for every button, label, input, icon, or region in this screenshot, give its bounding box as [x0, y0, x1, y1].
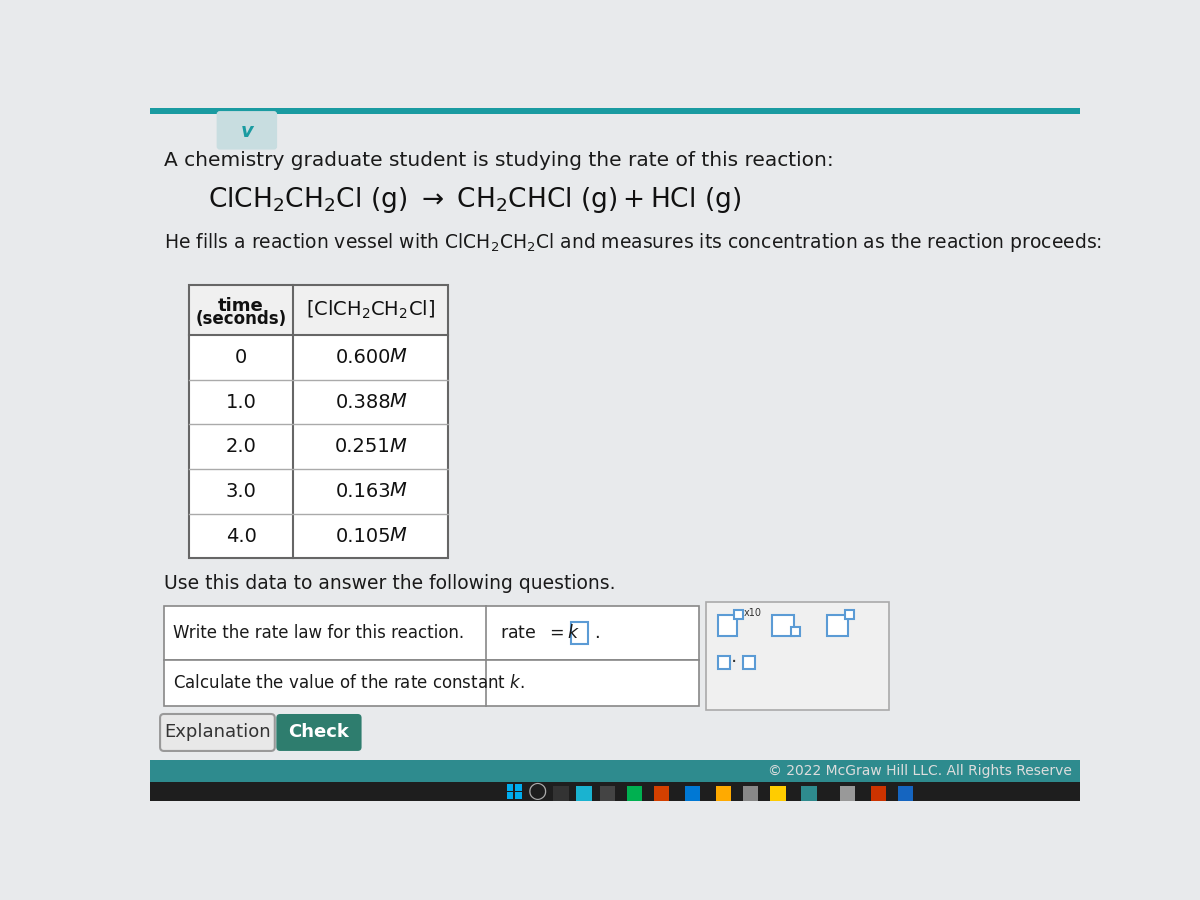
Text: 0.600: 0.600 [336, 348, 391, 367]
Text: $\left[\mathrm{ClCH_2CH_2Cl}\right]$: $\left[\mathrm{ClCH_2CH_2Cl}\right]$ [306, 299, 436, 321]
Text: $M$: $M$ [389, 527, 407, 545]
Bar [827, 615, 848, 636]
Bar [715, 787, 731, 802]
Bar [188, 285, 449, 558]
Bar [654, 787, 670, 802]
Text: Use this data to answer the following questions.: Use this data to answer the following qu… [164, 573, 616, 592]
Text: 4.0: 4.0 [226, 526, 257, 545]
Text: (seconds): (seconds) [196, 310, 287, 328]
Bar [188, 285, 449, 335]
Bar [733, 610, 743, 619]
Text: Check: Check [288, 724, 349, 742]
Text: 3.0: 3.0 [226, 482, 257, 501]
Bar [515, 792, 522, 799]
Bar [718, 615, 737, 636]
Text: 0.105: 0.105 [335, 526, 391, 545]
Bar [743, 656, 755, 669]
FancyBboxPatch shape [160, 714, 275, 751]
Text: 2.0: 2.0 [226, 437, 257, 456]
Bar [898, 787, 913, 802]
Bar [150, 782, 1080, 801]
Bar [553, 787, 569, 802]
Text: 0: 0 [235, 348, 247, 367]
Text: Calculate the value of the rate constant $k$.: Calculate the value of the rate constant… [173, 674, 526, 692]
Text: $M$: $M$ [389, 348, 407, 366]
Bar [576, 787, 592, 802]
Bar [791, 627, 800, 636]
Bar [743, 787, 758, 802]
Text: © 2022 McGraw Hill LLC. All Rights Reserve: © 2022 McGraw Hill LLC. All Rights Reser… [768, 764, 1073, 778]
Text: ·: · [731, 652, 737, 672]
Bar [773, 615, 794, 636]
Text: Explanation: Explanation [164, 724, 271, 742]
Bar [150, 760, 1080, 782]
Text: 0.163: 0.163 [335, 482, 391, 501]
Bar [164, 607, 698, 660]
Text: x10: x10 [744, 608, 762, 618]
Text: 0.388: 0.388 [335, 392, 391, 411]
Bar [188, 285, 449, 558]
Bar [707, 602, 888, 710]
Text: rate  $= k\ $: rate $= k\ $ [499, 624, 580, 642]
FancyBboxPatch shape [217, 111, 277, 149]
Text: time: time [218, 296, 264, 314]
Bar [571, 623, 588, 644]
Text: 0.251: 0.251 [335, 437, 391, 456]
Bar [802, 787, 816, 802]
Bar [685, 787, 701, 802]
Text: A chemistry graduate student is studying the rate of this reaction:: A chemistry graduate student is studying… [164, 151, 834, 170]
Bar [845, 610, 854, 619]
FancyBboxPatch shape [276, 714, 361, 751]
Bar [150, 108, 1080, 114]
Text: He fills a reaction vessel with $\mathrm{ClCH_2CH_2Cl}$ and measures its concent: He fills a reaction vessel with $\mathrm… [164, 231, 1102, 254]
Text: v: v [240, 122, 253, 140]
Bar [164, 660, 698, 706]
Bar [871, 787, 887, 802]
Bar [506, 784, 514, 790]
Bar [718, 656, 731, 669]
Text: $M$: $M$ [389, 482, 407, 500]
Bar [515, 784, 522, 790]
Text: Write the rate law for this reaction.: Write the rate law for this reaction. [173, 624, 464, 642]
Bar [840, 787, 856, 802]
Text: $M$: $M$ [389, 393, 407, 411]
Text: ○: ○ [528, 781, 547, 801]
Bar [626, 787, 642, 802]
Text: $M$: $M$ [389, 437, 407, 455]
Text: .: . [594, 624, 600, 642]
Bar [600, 787, 616, 802]
Bar [770, 787, 786, 802]
Bar [506, 792, 514, 799]
Text: 1.0: 1.0 [226, 392, 257, 411]
Text: $\mathrm{ClCH_2CH_2Cl\ (g)\ \rightarrow\ CH_2CHCl\ (g)+HCl\ (g)}$: $\mathrm{ClCH_2CH_2Cl\ (g)\ \rightarrow\… [208, 185, 742, 215]
